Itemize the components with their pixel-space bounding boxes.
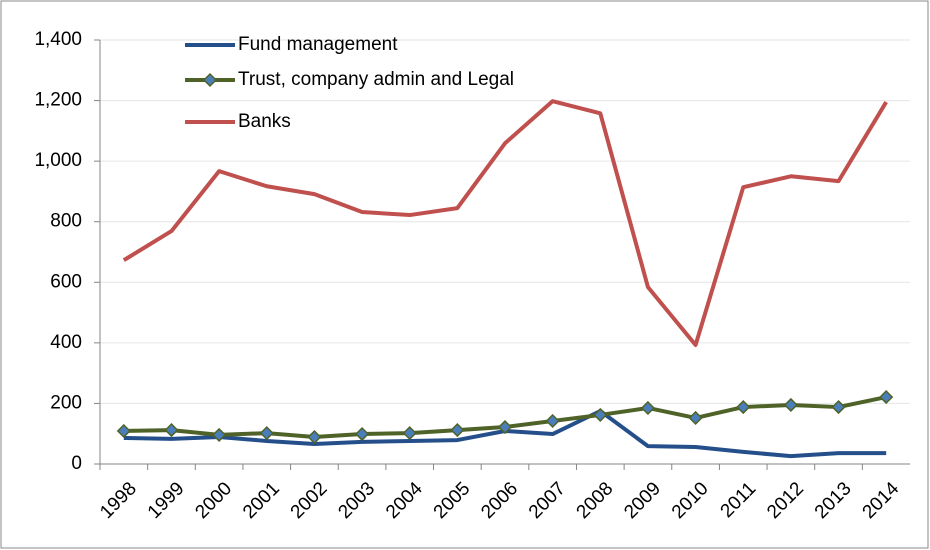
- series-marker: [450, 423, 465, 438]
- series-marker: [212, 427, 227, 442]
- series-marker: [259, 426, 274, 441]
- series-marker: [307, 429, 322, 445]
- legend-marker: [202, 72, 218, 88]
- series-marker: [164, 423, 179, 438]
- series-marker: [640, 400, 656, 416]
- series-marker: [354, 426, 370, 442]
- series-marker: [402, 426, 417, 441]
- y-tick-label: 1,400: [34, 29, 82, 50]
- y-tick-label: 400: [50, 332, 82, 353]
- series-marker: [879, 390, 894, 405]
- legend-label: Trust, company admin and Legal: [238, 69, 514, 90]
- series-marker: [688, 410, 703, 426]
- y-tick-label: 1,000: [34, 150, 82, 171]
- legend-label: Banks: [238, 111, 291, 132]
- y-tick-label: 600: [50, 271, 82, 292]
- series-marker: [736, 400, 751, 415]
- y-tick-label: 0: [71, 453, 82, 474]
- series-marker: [116, 423, 131, 439]
- series-marker: [545, 413, 560, 429]
- y-tick-label: 800: [50, 211, 82, 232]
- y-tick-label: 1,200: [34, 90, 82, 111]
- series-marker: [497, 419, 513, 435]
- y-tick-label: 200: [50, 392, 82, 413]
- series-marker: [831, 400, 846, 415]
- series-marker: [593, 407, 608, 422]
- series-marker: [783, 397, 798, 413]
- legend-label: Fund management: [238, 34, 398, 55]
- series-line: [122, 99, 888, 347]
